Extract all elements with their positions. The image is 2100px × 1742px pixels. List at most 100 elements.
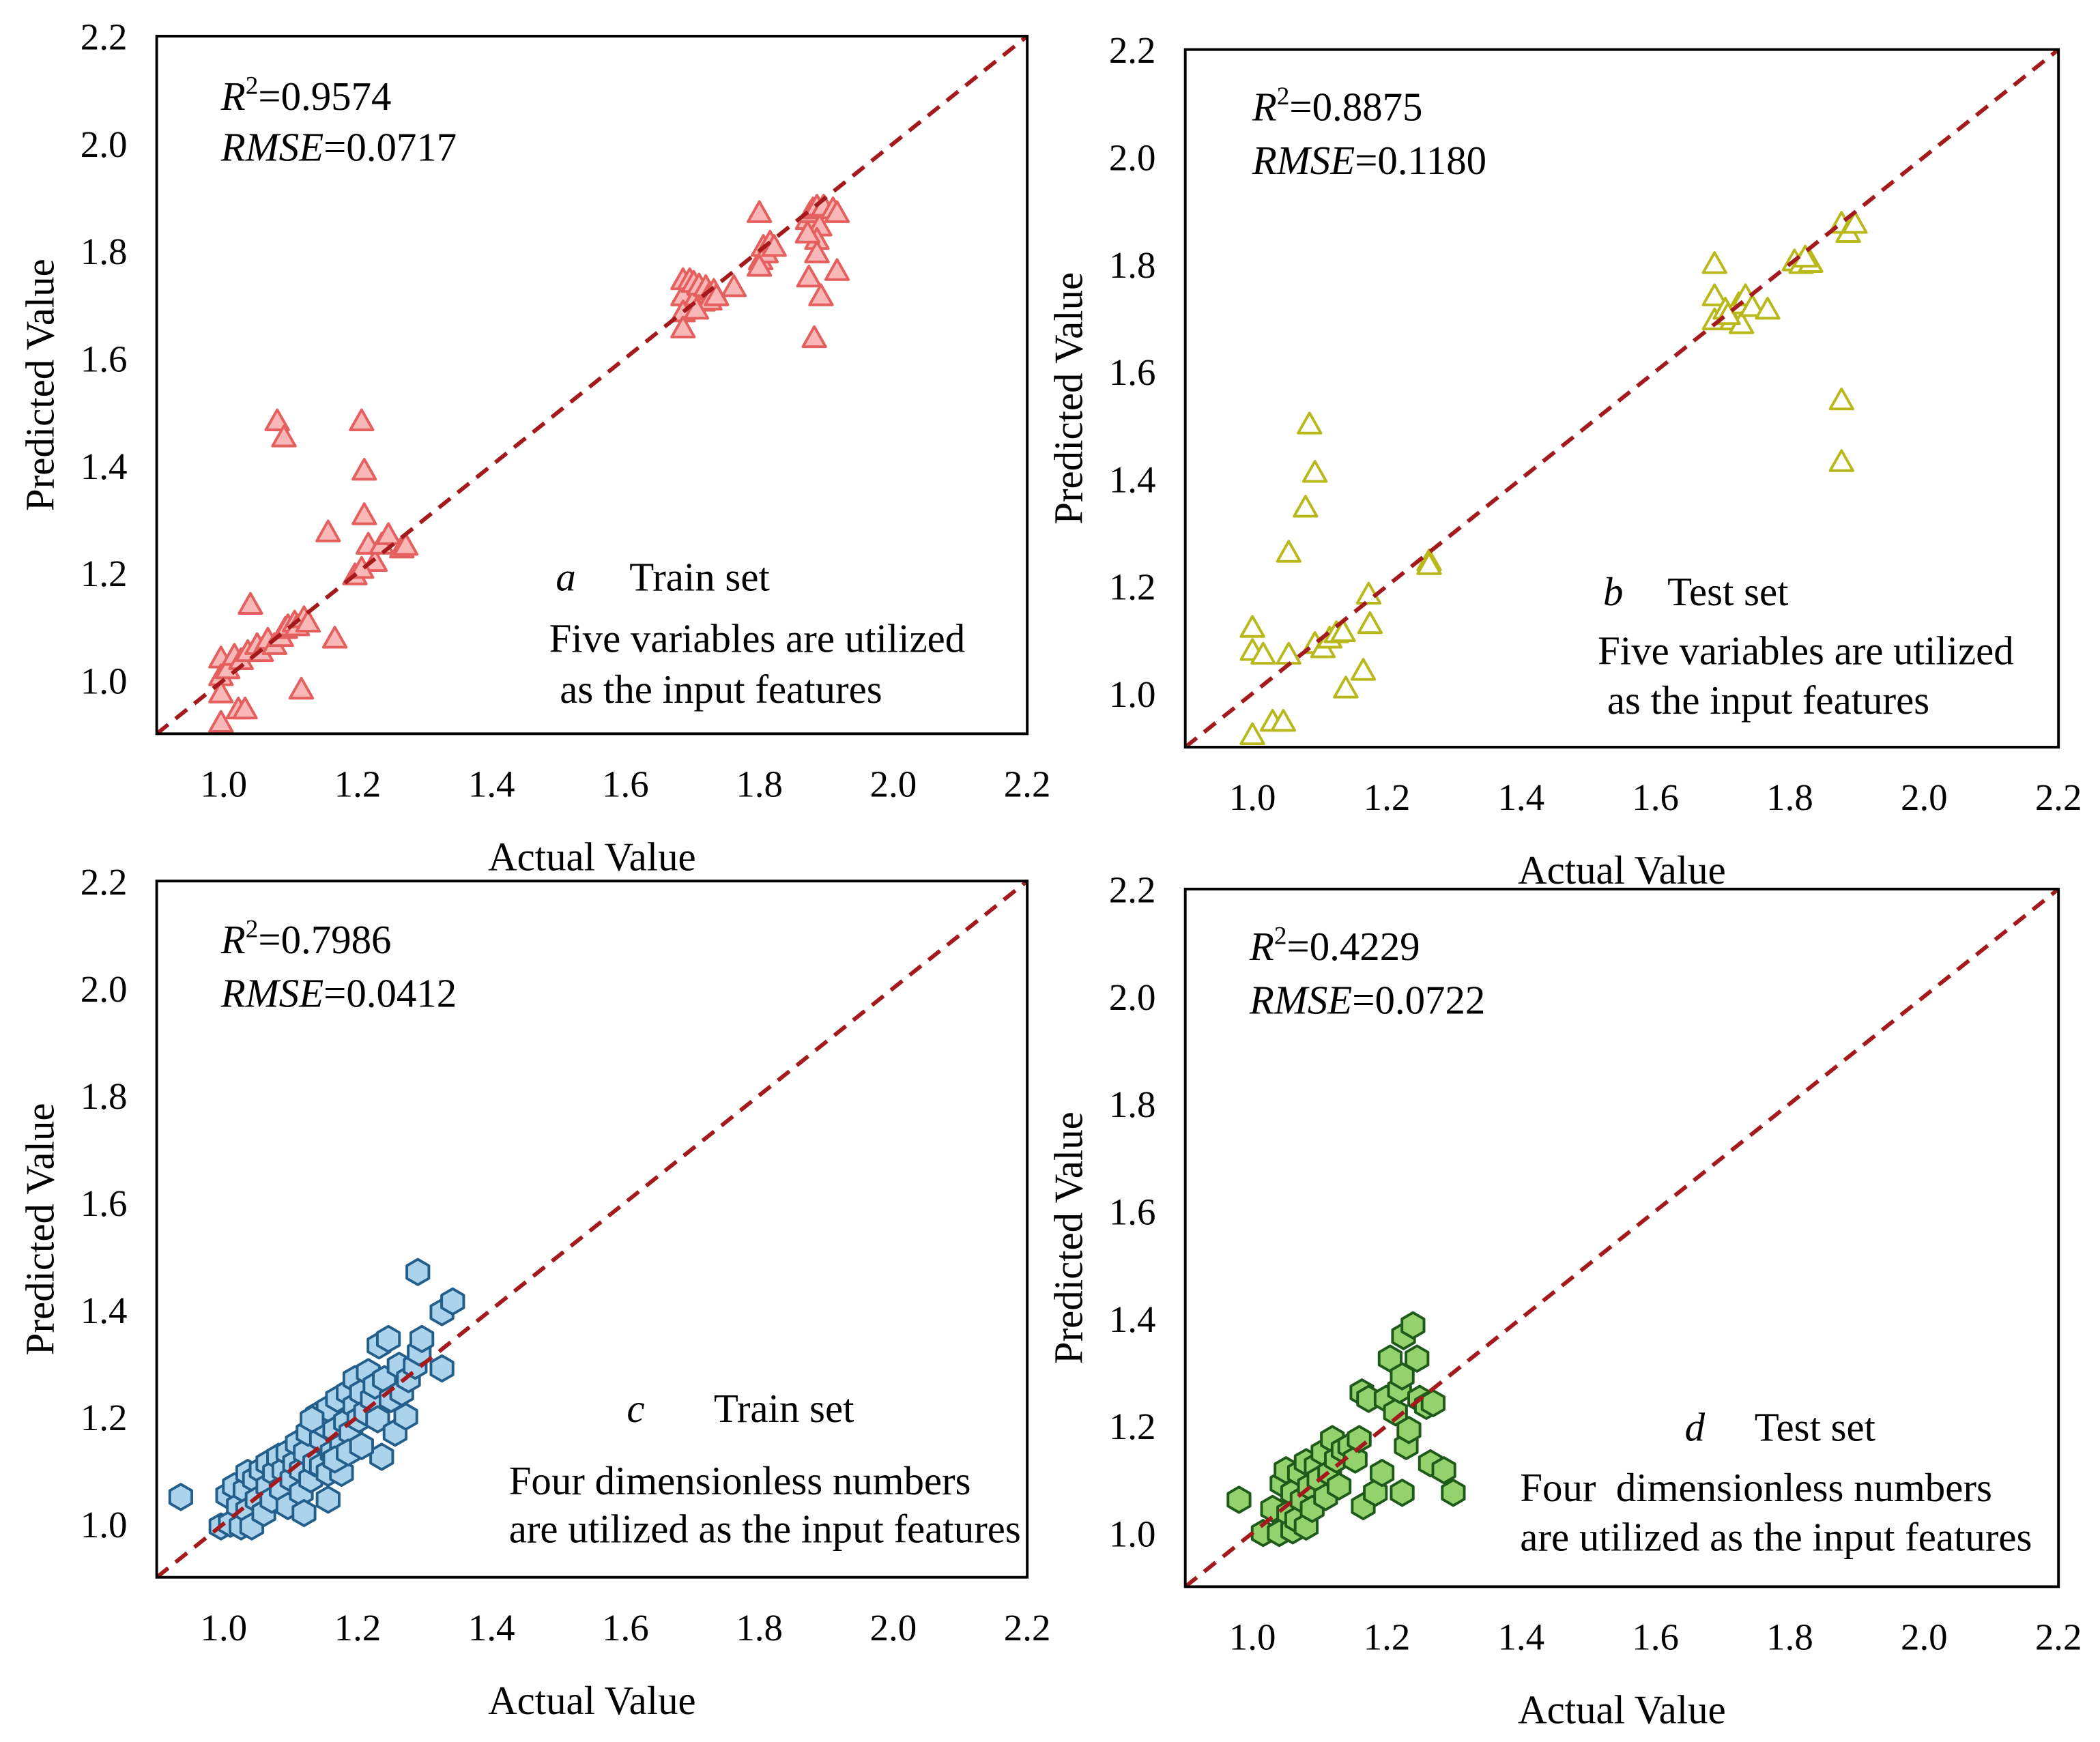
panel-a: 1.0 1.2 1.4 1.6 1.8 2.0 2.2 1.0 1.2 1.4 1.6 1.8 2.0 2… [18,16,1050,880]
data-point-triangle [721,274,747,297]
note-line-1: Five variables are utilized [1598,628,2014,673]
data-point-triangle [1333,676,1359,699]
data-point-triangle [747,200,773,223]
data-point-hexagon [405,1258,431,1286]
plot-frame [155,35,1029,736]
data-point-hexagon [1383,1398,1408,1427]
x-tick-label: 2.0 [1901,1616,1948,1658]
panel-subtitle: Test set [1667,570,1789,614]
plot-frame [1183,48,2060,749]
note-line-1: Four dimensionless numbers [1520,1466,1992,1510]
data-point-hexagon [300,1405,325,1434]
x-tick-label: 1.6 [1632,776,1679,818]
rmse-value: =0.0717 [323,125,457,169]
data-points [1226,1311,1466,1548]
note-line-1: Four dimensionless numbers [509,1459,971,1503]
x-tick-label: 1.8 [736,1607,783,1649]
data-point-triangle [1276,540,1301,563]
data-point-hexagon [349,1432,374,1460]
y-tick-label: 1.8 [1109,1084,1156,1125]
data-point-triangle [315,519,341,542]
panel-b: 1.0 1.2 1.4 1.6 1.8 2.0 2.2 1.0 1.2 1.4 1.6 1.8 2.0 2… [1047,29,2082,892]
x-axis-label: Actual Value [1518,1688,1726,1732]
x-tick-label: 1.4 [468,1607,515,1649]
data-point-triangle [796,264,822,288]
r-squared-symbol: R [220,74,246,119]
data-points [168,1258,465,1541]
data-point-triangle [1357,611,1383,635]
x-tick-label: 2.2 [2035,776,2082,818]
data-point-hexagon [1326,1472,1352,1500]
x-tick-label: 1.8 [1766,776,1813,818]
y-tick-label: 1.2 [81,1397,128,1438]
data-point-triangle [1792,244,1818,268]
y-tick-label: 1.4 [81,446,128,487]
data-point-triangle [804,240,830,263]
rmse-symbol: RMSE [220,972,323,1016]
x-tick-label: 1.0 [1229,776,1276,818]
x-tick-label: 1.6 [1632,1616,1679,1658]
y-axis-label: Predicted Value [18,259,62,511]
y-tick-label: 1.4 [81,1290,128,1331]
rmse-label: RMSE=0.0412 [220,972,457,1016]
data-point-hexagon [168,1483,194,1511]
rmse-label: RMSE=0.0717 [220,125,457,169]
data-point-hexagon [393,1402,418,1431]
x-tick-label: 1.8 [736,764,783,805]
x-tick-label: 1.8 [1766,1616,1813,1658]
r-squared-symbol: R [1249,925,1274,969]
data-point-triangle [1270,708,1297,732]
y-tick-label: 1.6 [1109,351,1156,393]
data-point-triangle [295,609,321,633]
data-point-triangle [288,676,315,700]
data-point-hexagon [1405,1344,1430,1373]
data-point-triangle [1755,297,1781,320]
y-tick-label: 1.2 [81,553,128,594]
data-point-hexagon [1342,1445,1368,1474]
note-line-2: as the input features [1607,678,1929,723]
r-squared-exponent: 2 [246,916,259,944]
x-tick-label: 1.0 [200,764,247,805]
y-tick-label: 1.2 [1109,566,1156,608]
data-point-triangle [1297,411,1323,435]
reference-line [155,879,1029,1579]
r-squared-value: =0.9574 [258,74,391,119]
y-tick-label: 2.2 [1109,29,1156,71]
y-axis-label: Predicted Value [1047,272,1091,525]
x-tick-label: 2.2 [1004,764,1051,805]
x-tick-label: 1.2 [334,764,382,805]
rmse-symbol: RMSE [1252,139,1355,183]
x-tick-label: 1.2 [334,1607,382,1649]
panel-subtitle: Train set [629,555,770,599]
data-point-triangle [1330,619,1356,643]
data-point-hexagon [409,1324,435,1353]
y-tick-label: 1.0 [81,660,128,701]
data-point-hexagon [440,1287,465,1316]
y-tick-label: 1.6 [1109,1191,1156,1232]
rmse-label: RMSE=0.1180 [1252,139,1486,183]
data-point-hexagon [1441,1479,1466,1507]
r-squared-value: =0.8875 [1289,85,1422,130]
r-squared-label: R2=0.8875 [1252,83,1423,130]
panel-letter: b [1603,570,1623,614]
rmse-label: RMSE=0.0722 [1249,978,1485,1022]
x-tick-label: 1.4 [468,764,515,805]
data-point-hexagon [369,1442,394,1471]
x-tick-label: 2.2 [1004,1607,1051,1649]
x-tick-label: 1.2 [1364,776,1411,818]
rmse-value: =0.1180 [1355,139,1486,183]
data-point-triangle [1828,449,1854,472]
panel-subtitle: Train set [714,1387,854,1431]
data-point-triangle [351,457,377,481]
data-point-triangle [349,408,375,431]
y-tick-label: 1.0 [1109,1513,1156,1554]
x-tick-label: 1.2 [1364,1616,1411,1658]
data-point-triangle [208,710,234,733]
x-axis-label: Actual Value [488,835,696,880]
data-point-triangle [670,315,696,338]
y-tick-label: 2.2 [1109,869,1156,911]
x-tick-label: 1.6 [602,1607,649,1649]
y-tick-label: 2.0 [1109,976,1156,1018]
data-point-hexagon [1226,1485,1252,1514]
data-point-triangle [375,522,401,545]
